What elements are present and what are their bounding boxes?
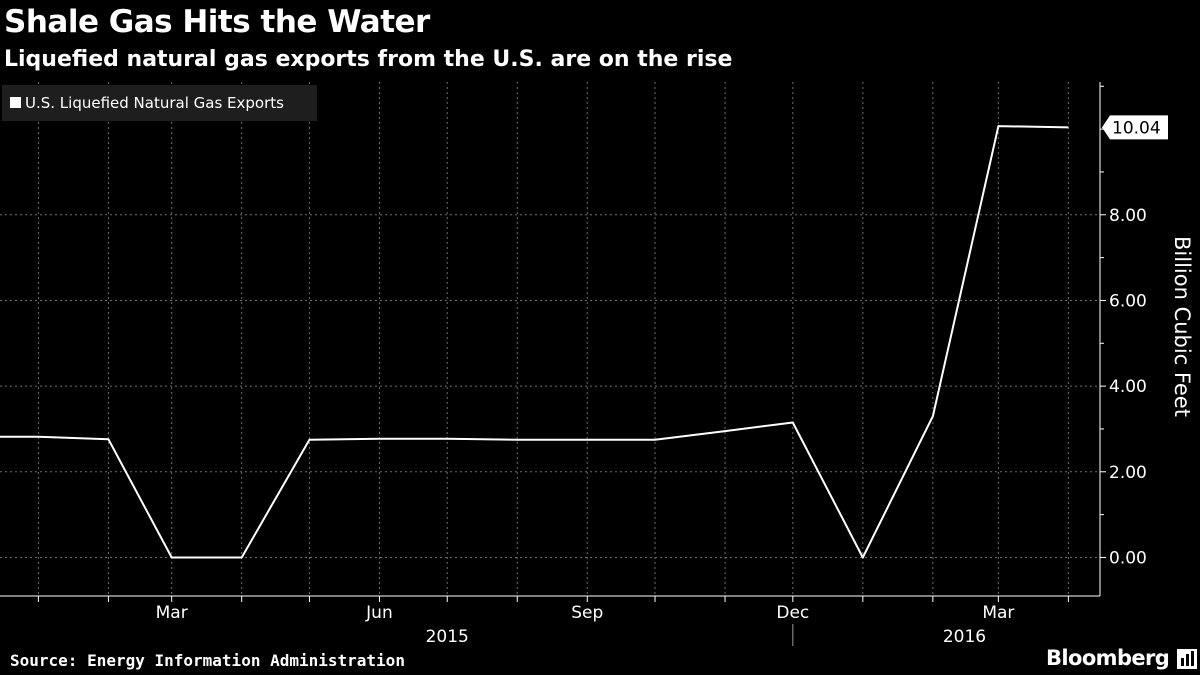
bloomberg-logo: Bloomberg (1046, 646, 1170, 670)
y-tick-label: 6.00 (1109, 291, 1147, 311)
x-tick-label: Mar (982, 603, 1014, 623)
x-tick-label: Dec (776, 603, 809, 623)
legend: U.S. Liquefied Natural Gas Exports (2, 85, 317, 121)
last-value-label: 10.04 (1112, 118, 1161, 138)
last-value-badge (1102, 115, 1168, 140)
y-tick-label: 2.00 (1109, 463, 1147, 483)
legend-box (2, 85, 317, 121)
series-line-lng-exports (0, 125, 1069, 559)
x-tick-label: Sep (571, 603, 603, 623)
source-note: Source: Energy Information Administratio… (10, 651, 405, 670)
tick-labels: 0.00 2.00 4.00 6.00 8.00 Mar Jun Sep Dec Mar 2015 2… (156, 115, 1194, 647)
x-tick-label: Jun (365, 603, 393, 623)
year-label: 2015 (426, 627, 469, 647)
y-tick-label: 8.00 (1109, 206, 1147, 226)
bloomberg-terminal-icon (1177, 649, 1197, 669)
legend-entry: U.S. Liquefied Natural Gas Exports (25, 94, 284, 112)
chart-subtitle: Liquefied natural gas exports from the U… (4, 47, 733, 72)
y-axis-label: Billion Cubic Feet (1170, 236, 1194, 417)
legend-swatch (10, 97, 21, 108)
axes (0, 82, 1106, 646)
x-tick-label: Mar (156, 603, 188, 623)
chart-title: Shale Gas Hits the Water (4, 4, 430, 40)
y-tick-label: 0.00 (1109, 548, 1147, 568)
series-layer (0, 125, 1069, 559)
gridlines (0, 82, 1100, 596)
year-label: 2016 (943, 627, 986, 647)
y-tick-label: 4.00 (1109, 377, 1147, 397)
